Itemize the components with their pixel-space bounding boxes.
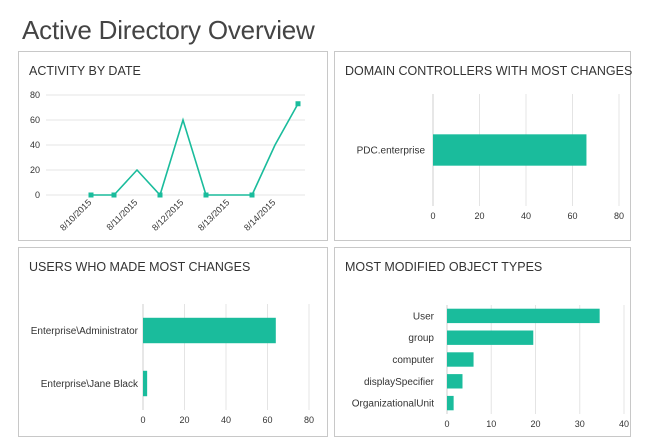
- users-most-changes-title: USERS WHO MADE MOST CHANGES: [29, 260, 251, 274]
- types-category-label: computer: [392, 355, 434, 366]
- activity-y-tick-label: 80: [30, 90, 40, 100]
- activity-x-tick-label: 8/14/2015: [242, 197, 277, 232]
- dcs-x-tick-label: 20: [474, 211, 484, 221]
- types-x-tick-label: 10: [486, 419, 496, 429]
- domain-controllers-panel: DOMAIN CONTROLLERS WITH MOST CHANGES 0 20…: [334, 51, 633, 241]
- types-x-tick-label: 40: [619, 419, 629, 429]
- users-x-tick-label: 60: [262, 415, 272, 425]
- object-types-bar-chart: 0 10 20 30 40 User group computer displaySpecifi…: [352, 305, 629, 429]
- activity-x-tick-label: 8/11/2015: [105, 197, 140, 232]
- activity-x-tick-label: 8/12/2015: [150, 197, 185, 232]
- types-bar: [447, 352, 474, 367]
- users-x-tick-label: 20: [179, 415, 189, 425]
- activity-data-point: [249, 192, 255, 198]
- activity-x-tick-label: 8/10/2015: [58, 197, 93, 232]
- users-most-changes-panel: USERS WHO MADE MOST CHANGES 0 20 40 60 80 Ent…: [18, 247, 328, 437]
- users-x-tick-label: 80: [304, 415, 314, 425]
- activity-data-point: [157, 192, 163, 198]
- types-x-tick-label: 30: [575, 419, 585, 429]
- dcs-category-label: PDC.enterprise: [357, 146, 426, 157]
- activity-y-tick-label: 20: [30, 165, 40, 175]
- dcs-x-tick-label: 80: [614, 211, 624, 221]
- types-x-tick-label: 0: [444, 419, 449, 429]
- activity-y-tick-label: 0: [35, 190, 40, 200]
- types-bar: [447, 374, 463, 389]
- types-x-tick-label: 20: [530, 419, 540, 429]
- activity-by-date-title: ACTIVITY BY DATE: [29, 64, 141, 78]
- dcs-x-tick-label: 60: [567, 211, 577, 221]
- domain-controllers-title: DOMAIN CONTROLLERS WITH MOST CHANGES: [345, 64, 633, 78]
- activity-line-chart: 0 20 40 60 80 8/10/2015 8/11/2015 8/12/2015 8/13…: [30, 90, 305, 233]
- types-bar: [447, 395, 454, 411]
- activity-data-point: [88, 192, 94, 198]
- types-category-label: group: [408, 333, 434, 344]
- users-x-tick-label: 40: [221, 415, 231, 425]
- object-types-title: MOST MODIFIED OBJECT TYPES: [345, 260, 543, 274]
- activity-data-point: [295, 101, 301, 107]
- activity-y-tick-label: 60: [30, 115, 40, 125]
- domain-controllers-bar-chart: 0 20 40 60 80 PDC.enterprise: [357, 94, 624, 221]
- types-category-label: OrganizationalUnit: [352, 399, 434, 410]
- dcs-bar: [433, 134, 587, 166]
- types-category-label: User: [413, 311, 435, 322]
- activity-y-tick-label: 40: [30, 140, 40, 150]
- types-bar: [447, 330, 534, 345]
- activity-x-tick-label: 8/13/2015: [196, 197, 231, 232]
- users-bar: [143, 317, 276, 344]
- users-bar: [143, 370, 148, 397]
- users-bar-chart: 0 20 40 60 80 Enterprise\Administrator Enterpr…: [31, 304, 314, 425]
- activity-data-point: [111, 192, 117, 198]
- types-bar: [447, 308, 600, 324]
- activity-data-point: [203, 192, 209, 198]
- activity-series-line: [91, 103, 299, 197]
- dcs-x-tick-label: 0: [430, 211, 435, 221]
- users-category-label: Enterprise\Administrator: [31, 326, 139, 337]
- page-title: Active Directory Overview: [22, 15, 315, 45]
- object-types-panel: MOST MODIFIED OBJECT TYPES 0 10 20 30 40 User…: [334, 247, 631, 437]
- types-category-label: displaySpecifier: [364, 377, 435, 388]
- activity-by-date-panel: ACTIVITY BY DATE 0 20 40 60 80 8/10/2015 8/11/…: [18, 51, 328, 241]
- users-category-label: Enterprise\Jane Black: [41, 379, 139, 390]
- dcs-x-tick-label: 40: [521, 211, 531, 221]
- users-x-tick-label: 0: [140, 415, 145, 425]
